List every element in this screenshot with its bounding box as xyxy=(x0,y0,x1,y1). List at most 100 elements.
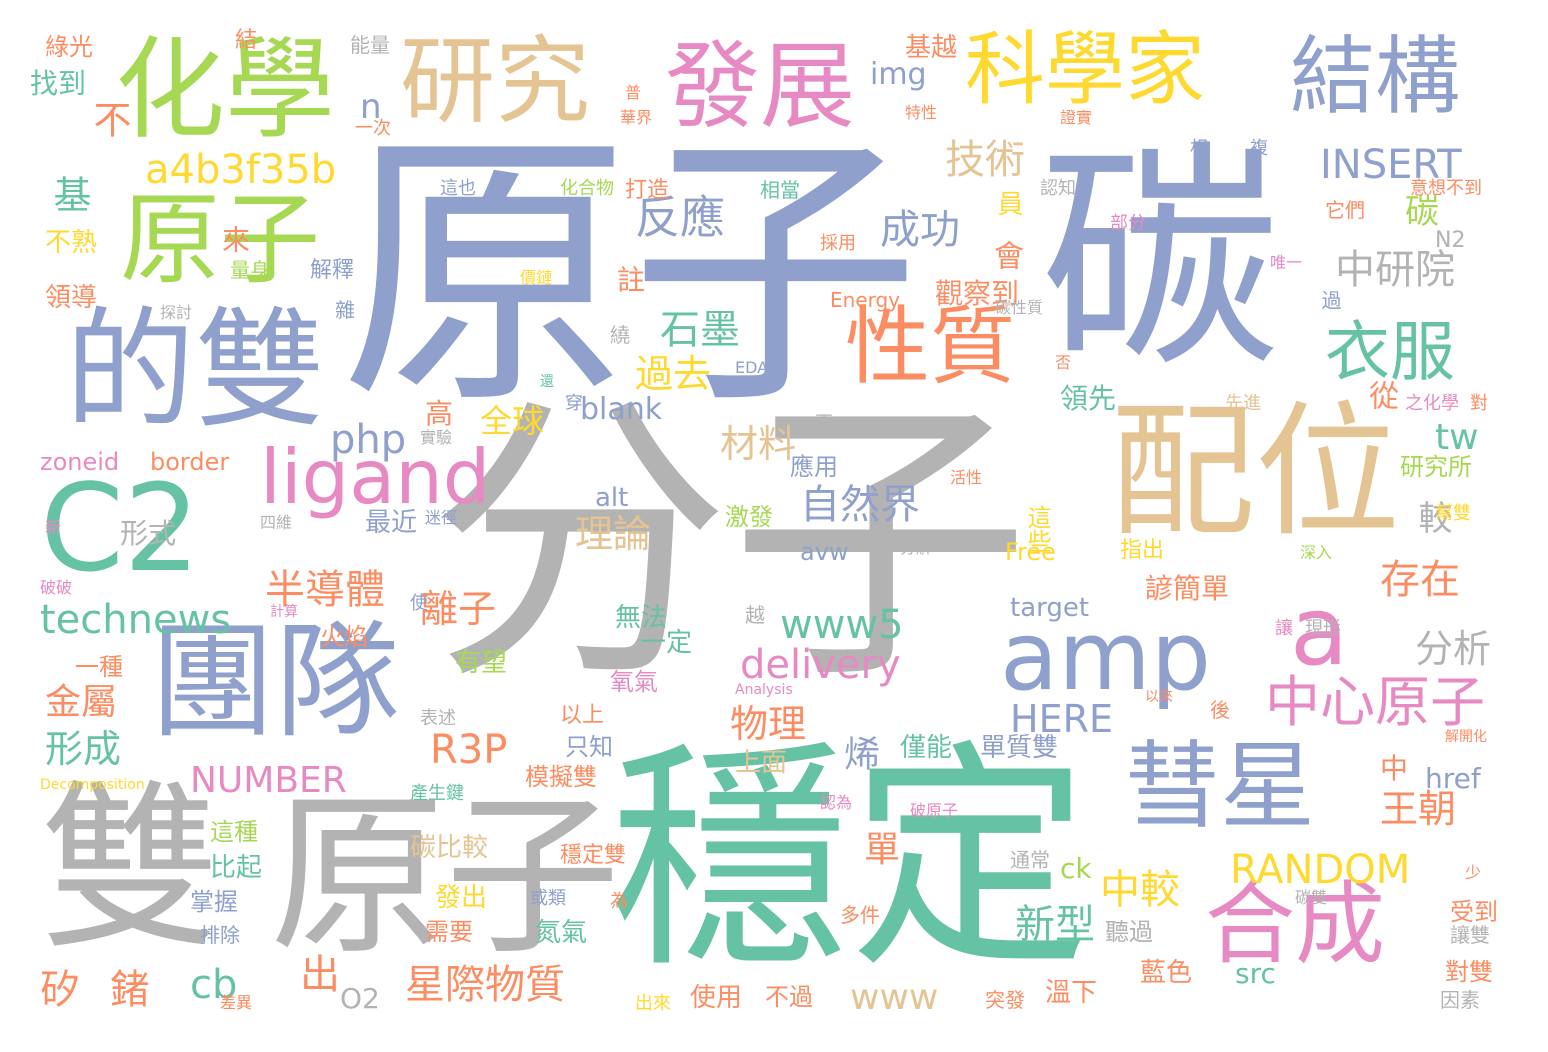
word-173: 不過 xyxy=(765,983,813,1011)
word-71: img xyxy=(870,57,927,92)
word-60: tw xyxy=(1435,417,1479,458)
word-108: 採用 xyxy=(820,233,856,254)
word-5: 原子 xyxy=(270,776,620,979)
word-40: 星際物質 xyxy=(405,962,565,1008)
word-22: 衣服 xyxy=(1325,315,1456,390)
word-43: 存在 xyxy=(1380,557,1460,603)
word-88: 特性 xyxy=(905,103,938,122)
word-35: R3P xyxy=(430,727,508,773)
word-2: 碳 xyxy=(1040,120,1281,400)
word-77: Analysis xyxy=(735,682,793,698)
word-169: 聽過 xyxy=(1105,918,1153,946)
word-159: 認為 xyxy=(820,793,853,812)
word-122: 分解 xyxy=(900,538,933,557)
word-178: 表述 xyxy=(420,708,456,729)
word-78: Decomposition xyxy=(40,777,145,793)
word-64: alt xyxy=(595,483,629,513)
word-142: 氧氣 xyxy=(610,668,658,696)
word-177: 碳性質 xyxy=(995,298,1044,317)
word-185: 之化學 xyxy=(1405,393,1459,414)
word-181: 解開化 xyxy=(1445,729,1487,745)
word-41: 離子 xyxy=(420,587,497,631)
word-92: 這也 xyxy=(440,178,476,199)
word-57: 形成 xyxy=(45,727,122,771)
word-131: 激發 xyxy=(725,503,773,531)
word-12: amp xyxy=(1000,602,1212,712)
word-102: 量身 xyxy=(230,258,270,282)
word-124: 指出 xyxy=(1120,538,1165,563)
word-97: 部分 xyxy=(1110,213,1146,234)
word-174: 使用 xyxy=(690,983,743,1013)
word-195: 中 xyxy=(1380,752,1409,785)
word-14: 研究 xyxy=(400,27,591,137)
word-4: 雙 xyxy=(40,765,221,974)
word-143: 一種 xyxy=(75,653,123,681)
word-75: Energy xyxy=(830,288,901,312)
word-107: 價鏈 xyxy=(520,268,553,287)
word-46: 材料 xyxy=(720,422,797,466)
word-70: ck xyxy=(1060,852,1092,885)
word-193: 高 xyxy=(425,397,454,430)
word-120: 四維 xyxy=(260,513,293,532)
word-73: O2 xyxy=(340,982,380,1015)
word-184: 先進 xyxy=(1225,393,1261,414)
word-100: 來 xyxy=(218,225,251,253)
word-118: 幫雙 xyxy=(1435,503,1471,524)
word-200: 普 xyxy=(625,83,642,102)
word-48: 過去 xyxy=(635,352,712,396)
word-26: 中研院 xyxy=(1335,247,1455,293)
word-80: 不 xyxy=(87,100,131,138)
word-36: NUMBER xyxy=(190,760,347,801)
word-151: 掌握 xyxy=(190,888,238,916)
word-30: php xyxy=(330,417,407,463)
word-34: HERE xyxy=(1010,697,1113,741)
word-76: EDA xyxy=(735,358,769,377)
word-103: 解釋 xyxy=(310,258,355,283)
word-106: 雜 xyxy=(335,298,355,322)
word-130: 應用 xyxy=(790,453,838,481)
word-24: 反應 xyxy=(635,191,726,244)
word-18: 性質 xyxy=(845,298,1016,397)
word-141: 有望 xyxy=(455,648,508,678)
word-86: 一次 xyxy=(355,118,391,139)
word-155: 氮氣 xyxy=(535,918,588,948)
word-197: 諺簡單 xyxy=(1145,572,1230,605)
word-72: n xyxy=(360,87,382,127)
word-115: 碳 xyxy=(1405,192,1439,232)
word-161: 通常 xyxy=(1010,848,1050,872)
word-158: 穩定雙 xyxy=(560,843,627,868)
word-147: 產生鍵 xyxy=(410,783,464,804)
word-154: 需要 xyxy=(425,918,473,946)
word-152: 排除 xyxy=(200,923,240,947)
word-182: 讓 xyxy=(1275,618,1293,639)
word-63: border xyxy=(150,448,230,476)
word-179: 以來 xyxy=(1145,689,1173,705)
word-19: 彗星 xyxy=(1125,732,1316,842)
word-28: a4b3f35b xyxy=(145,147,337,193)
word-125: 這些 xyxy=(1023,505,1051,553)
word-32: www5 xyxy=(780,602,904,648)
word-156: 或類 xyxy=(530,888,566,909)
word-29: INSERT xyxy=(1320,142,1462,188)
word-83: 結 xyxy=(235,28,258,53)
word-33: delivery xyxy=(740,642,901,688)
word-96: 認知 xyxy=(1040,178,1076,199)
word-6: 配位 xyxy=(1110,388,1400,557)
word-180: 後 xyxy=(1210,698,1230,722)
word-140: 一定 xyxy=(640,628,693,658)
word-52: 中較 xyxy=(1100,867,1180,913)
word-129: 上面 xyxy=(735,748,788,778)
word-8: 化學 xyxy=(115,26,335,154)
word-27: 技術 xyxy=(945,137,1025,183)
word-67: Free xyxy=(1005,538,1056,566)
word-175: 出來 xyxy=(635,993,671,1014)
word-105: 探討 xyxy=(160,303,193,322)
word-127: 僅能 xyxy=(900,733,953,763)
word-90: 相 xyxy=(1190,138,1208,159)
word-38: 自然界 xyxy=(800,482,920,528)
word-20: 合成 xyxy=(1205,872,1385,977)
word-44: 分析 xyxy=(1415,627,1492,671)
word-66: target xyxy=(1010,593,1090,623)
word-176: 差異 xyxy=(220,993,253,1012)
word-191: 否 xyxy=(1055,353,1072,372)
